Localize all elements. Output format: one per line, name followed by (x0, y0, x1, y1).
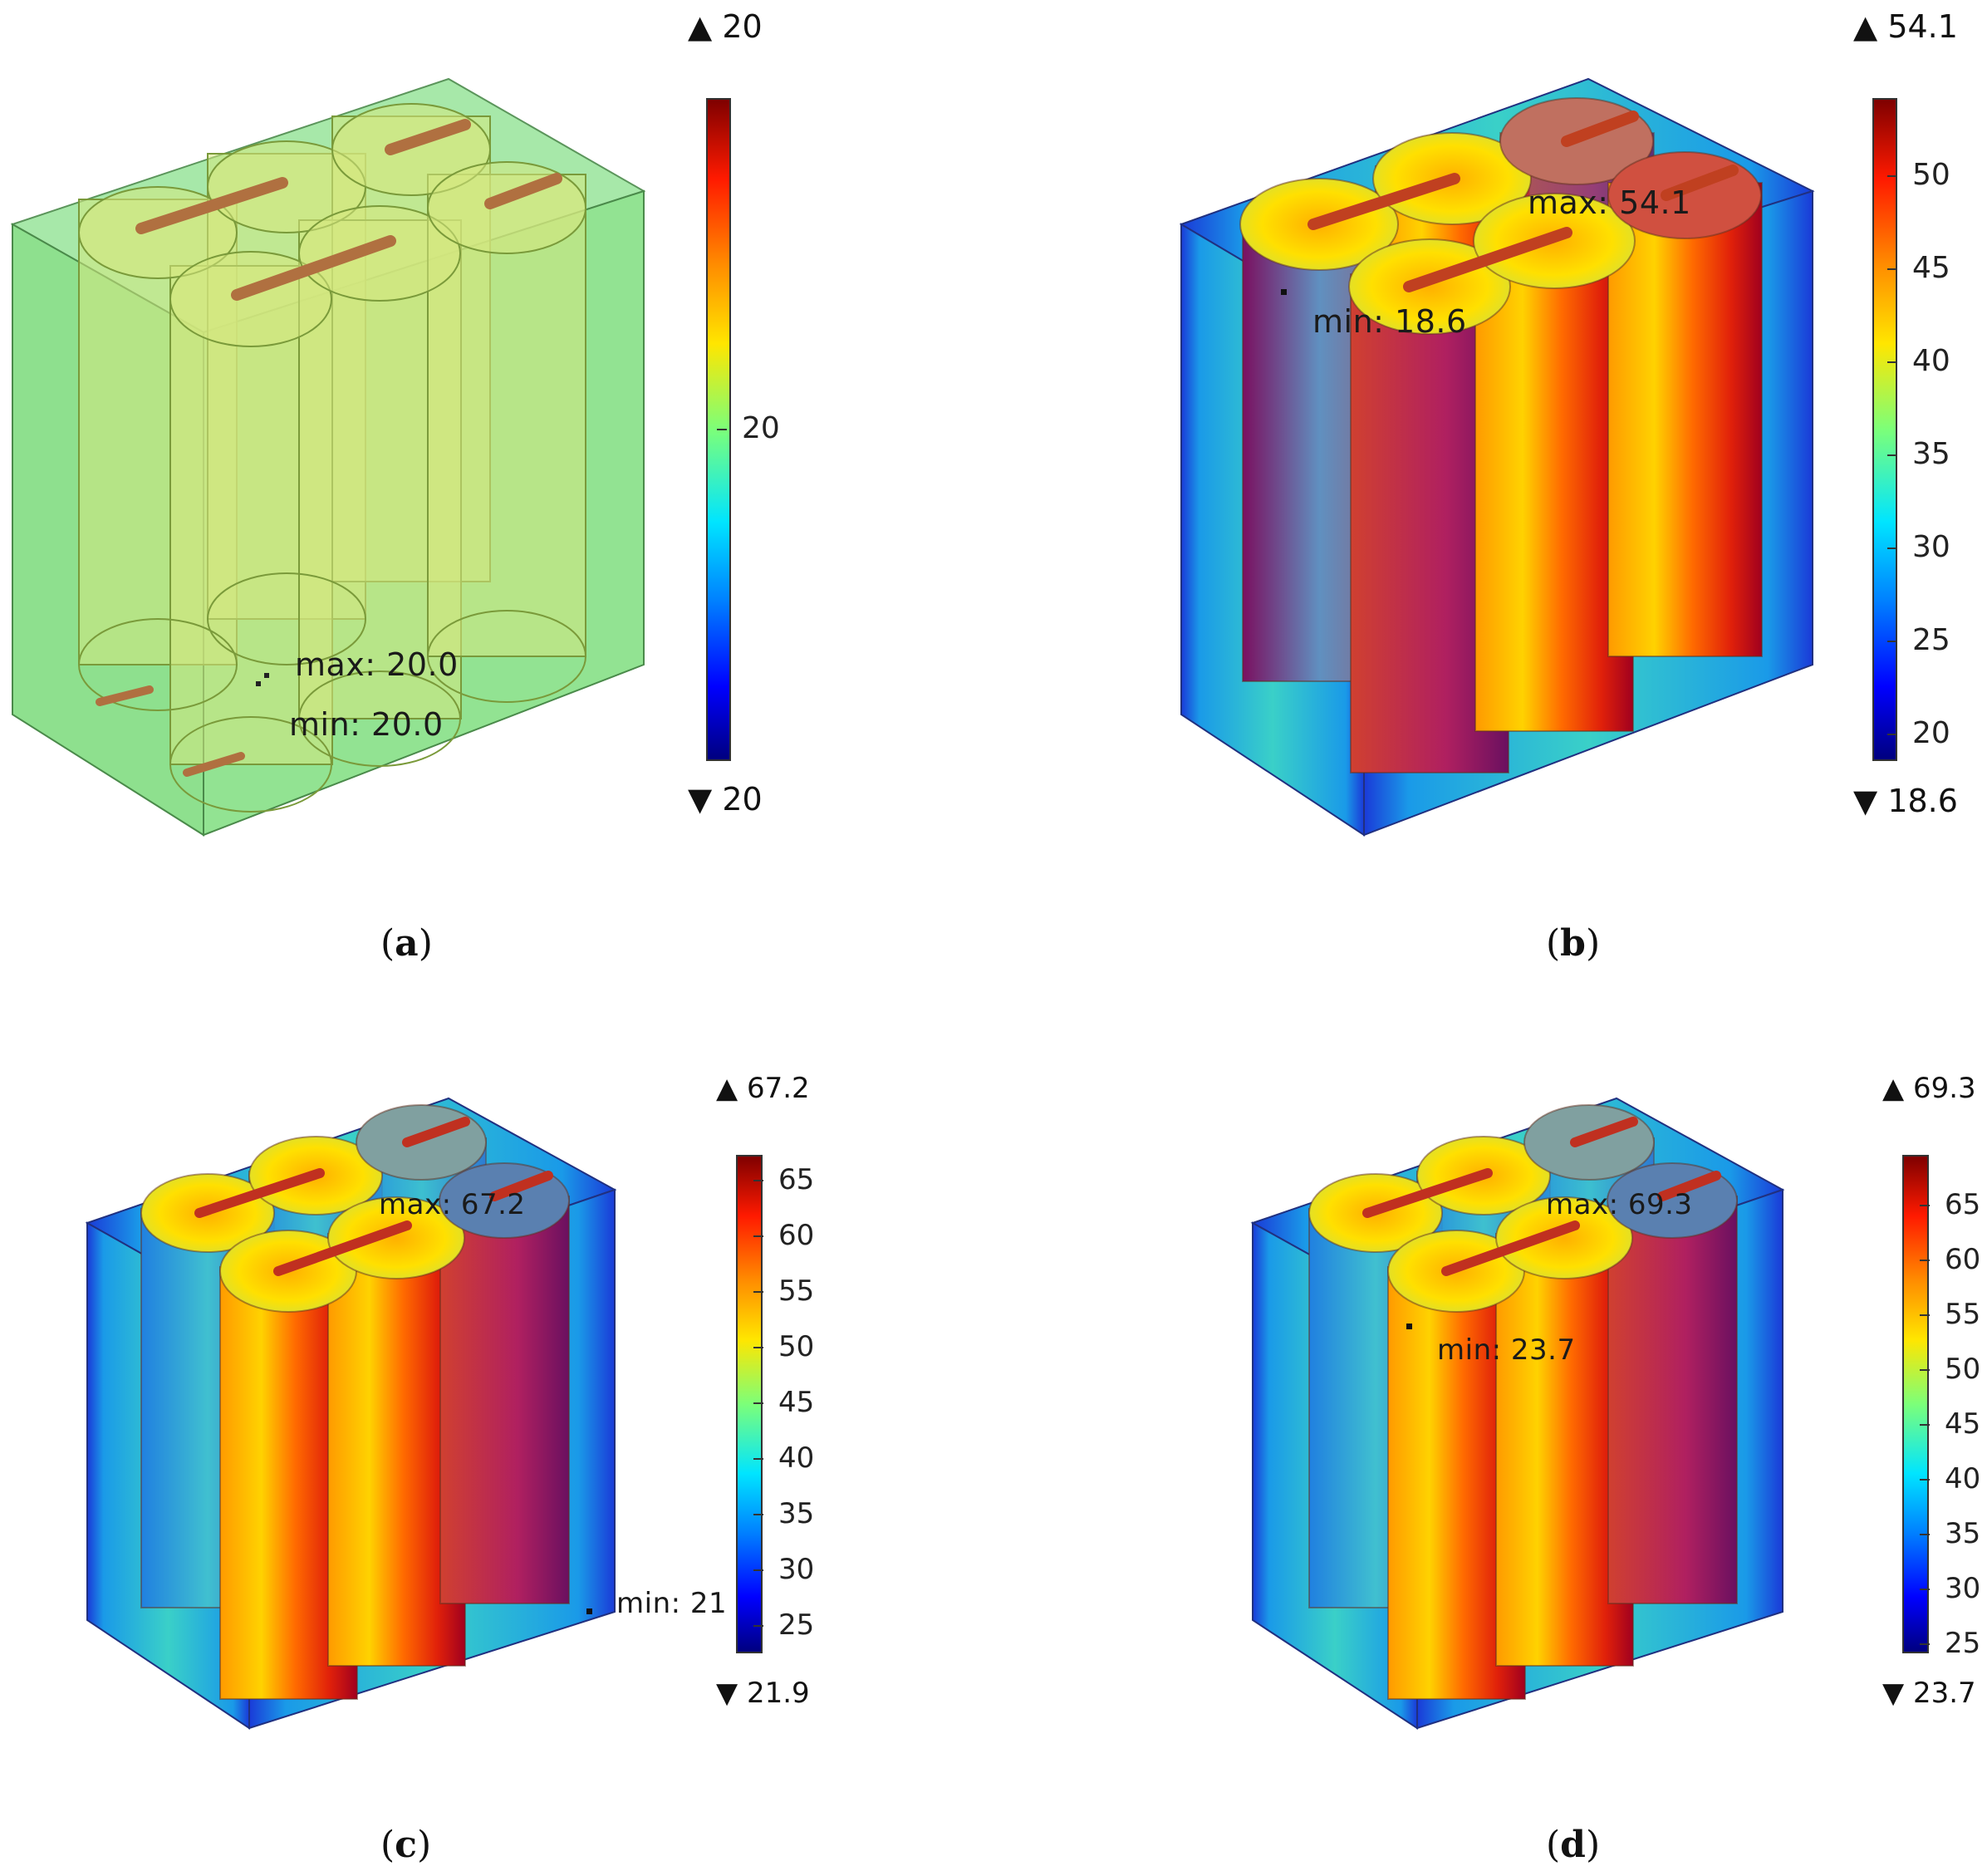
colorbar-bottom-value-a: ▼ 20 (688, 781, 763, 818)
top-value-c: 67.2 (746, 1072, 810, 1105)
bottom-value-a: 20 (722, 781, 763, 818)
panel-a: max: 20.0 min: 20.0 ▲ 20 20 ▼ 20 (a) (0, 0, 994, 965)
colorbar-top-value-b: ▲ 54.1 (1853, 8, 1958, 45)
min-annotation-b: min: 18.6 (1312, 303, 1467, 340)
caption-b: (b) (1546, 922, 1601, 965)
caption-letter-d: d (1560, 1824, 1586, 1866)
colorbar-tick-b: 40 (1887, 344, 1950, 378)
top-value-b: 54.1 (1887, 8, 1958, 45)
max-marker-a (264, 673, 269, 678)
colorbar-tick-b: 20 (1887, 716, 1950, 750)
colorbar-tick-d: 45 (1919, 1407, 1981, 1441)
battery-pack-render-d (1250, 1097, 1785, 1730)
caption-letter-a: a (395, 922, 419, 965)
caption-a: (a) (380, 922, 433, 965)
max-annotation-d: max: 69.3 (1546, 1188, 1693, 1221)
colorbar-tick-c: 30 (753, 1553, 815, 1586)
colorbar-tick-b: 25 (1887, 623, 1950, 657)
min-marker-b (1281, 289, 1287, 295)
colorbar-tick-a: 20 (717, 411, 780, 445)
colorbar-bottom-value-d: ▼ 23.7 (1882, 1677, 1976, 1710)
colorbar-tick-d: 40 (1919, 1462, 1981, 1495)
colorbar-tick-d: 65 (1919, 1188, 1981, 1221)
battery-pack-render-b (1179, 77, 1815, 837)
colorbar-top-value-a: ▲ 20 (688, 8, 763, 45)
caption-letter-b: b (1560, 922, 1586, 965)
colorbar-tick-c: 25 (753, 1608, 815, 1642)
min-annotation-a: min: 20.0 (289, 706, 444, 743)
caption-letter-c: c (395, 1824, 417, 1866)
colorbar-tick-d: 60 (1919, 1243, 1981, 1276)
colorbar-tick-b: 35 (1887, 437, 1950, 471)
panel-b: max: 54.1 min: 18.6 ▲ 54.1 50 45 40 35 3… (994, 0, 1987, 965)
colorbar-tick-d: 25 (1919, 1627, 1981, 1660)
panel-c: max: 67.2 min: 21.9 ▲ 67.2 65 60 55 50 4… (0, 955, 994, 1876)
colorbar-d (1902, 1155, 1929, 1653)
max-annotation-a: max: 20.0 (295, 646, 459, 683)
battery-pack-render-c (85, 1097, 617, 1730)
panel-d: max: 69.3 min: 23.7 ▲ 69.3 65 60 55 50 4… (994, 955, 1987, 1876)
colorbar-top-value-c: ▲ 67.2 (716, 1072, 810, 1105)
min-marker-d (1406, 1324, 1412, 1329)
colorbar-tick-c: 40 (753, 1441, 815, 1475)
colorbar-tick-b: 45 (1887, 251, 1950, 285)
top-value-a: 20 (722, 8, 763, 45)
min-annotation-c: min: 21.9 (616, 1587, 726, 1620)
caption-d: (d) (1546, 1824, 1601, 1866)
max-annotation-c: max: 67.2 (379, 1188, 526, 1221)
min-marker-c (586, 1608, 592, 1614)
min-marker-a (256, 681, 261, 686)
min-annotation-d: min: 23.7 (1437, 1333, 1576, 1367)
colorbar-tick-b: 50 (1887, 158, 1950, 192)
colorbar-top-value-d: ▲ 69.3 (1882, 1072, 1976, 1105)
colorbar-tick-c: 35 (753, 1497, 815, 1530)
bottom-value-d: 23.7 (1912, 1677, 1976, 1710)
colorbar-tick-c: 60 (753, 1219, 815, 1252)
colorbar-bottom-value-c: ▼ 21.9 (716, 1677, 810, 1710)
colorbar-tick-d: 30 (1919, 1572, 1981, 1605)
colorbar-tick-d: 55 (1919, 1298, 1981, 1331)
battery-pack-render-a (10, 77, 646, 837)
colorbar-bottom-value-b: ▼ 18.6 (1853, 783, 1958, 819)
bottom-value-b: 18.6 (1887, 783, 1958, 819)
colorbar-tick-c: 50 (753, 1330, 815, 1363)
colorbar-tick-c: 45 (753, 1386, 815, 1419)
colorbar-tick-c: 55 (753, 1274, 815, 1308)
top-value-d: 69.3 (1912, 1072, 1976, 1105)
colorbar-tick-b: 30 (1887, 530, 1950, 564)
colorbar-tick-c: 65 (753, 1163, 815, 1196)
colorbar-b (1872, 98, 1897, 761)
colorbar-c (736, 1155, 763, 1653)
bottom-value-c: 21.9 (746, 1677, 810, 1710)
caption-c: (c) (380, 1824, 432, 1866)
colorbar-tick-d: 50 (1919, 1353, 1981, 1386)
max-annotation-b: max: 54.1 (1528, 184, 1691, 221)
colorbar-tick-d: 35 (1919, 1517, 1981, 1550)
